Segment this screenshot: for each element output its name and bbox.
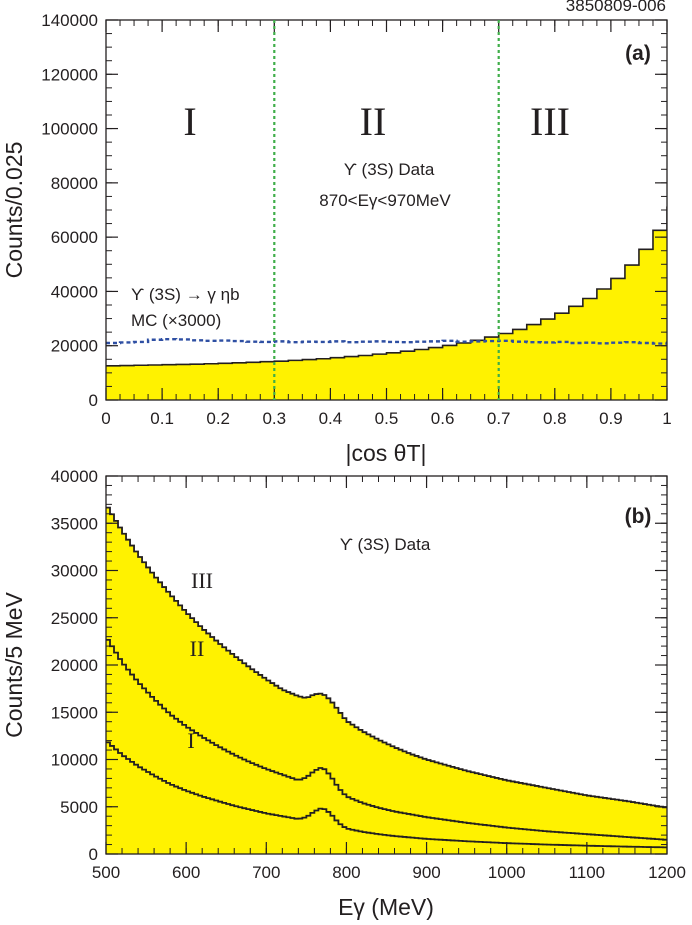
x-tick-label: 900 [412, 863, 440, 882]
panel-b-label: (b) [625, 505, 652, 528]
figure-id: 3850809-006 [566, 0, 666, 15]
x-tick-label: 0.4 [319, 409, 343, 428]
curve-label-ii: II [190, 636, 205, 661]
panel-a: 0 0.1 0.2 0.3 0.4 0.5 0.6 0.7 0.8 0.9 1 0 20000 40000… [1, 11, 672, 466]
panel-a-ticks: 0 0.1 0.2 0.3 0.4 0.5 0.6 0.7 0.8 0.9 1 0 20000 40000… [41, 11, 671, 428]
x-tick-label: 1100 [569, 863, 606, 882]
y-tick-label: 35000 [51, 514, 98, 533]
y-tick-label: 0 [89, 391, 98, 410]
x-tick-label: 0.9 [599, 409, 623, 428]
panel-a-cut-annotation: 870<Eγ<970MeV [319, 191, 451, 210]
x-tick-label: 0.3 [262, 409, 286, 428]
panel-b-histogram-ii [106, 638, 667, 841]
region-label-iii: III [530, 99, 570, 144]
panel-b-plot-area [106, 506, 667, 854]
mc-label-line2: MC (×3000) [131, 311, 221, 330]
region-label-ii: II [360, 99, 387, 144]
y-tick-label: 140000 [41, 11, 98, 30]
y-tick-label: 100000 [41, 120, 98, 139]
x-tick-label: 0.5 [375, 409, 399, 428]
y-tick-label: 10000 [51, 751, 98, 770]
x-tick-label: 0.2 [206, 409, 230, 428]
y-tick-label: 120000 [41, 65, 98, 84]
panel-a-xlabel: |cos θT| [346, 440, 427, 466]
panel-b-ticks: 500 600 700 800 900 1000 1100 1200 0 5000 10000 150… [51, 467, 686, 882]
panel-a-ylabel: Counts/0.025 [1, 142, 27, 279]
panel-a-label: (a) [625, 42, 651, 65]
y-tick-label: 30000 [51, 562, 98, 581]
y-tick-label: 80000 [51, 174, 98, 193]
x-tick-label: 0.8 [543, 409, 567, 428]
x-tick-label: 1000 [488, 863, 526, 882]
y-tick-label: 40000 [51, 282, 98, 301]
x-tick-label: 500 [92, 863, 120, 882]
x-tick-label: 1200 [648, 863, 686, 882]
y-tick-label: 5000 [60, 798, 98, 817]
y-tick-label: 20000 [51, 656, 98, 675]
panel-a-data-histogram [106, 206, 667, 367]
panel-b-ylabel: Counts/5 MeV [1, 591, 27, 737]
y-tick-label: 20000 [51, 337, 98, 356]
x-tick-label: 0 [101, 409, 110, 428]
x-tick-label: 700 [252, 863, 280, 882]
panel-a-mc-histogram [106, 338, 667, 345]
y-tick-label: 60000 [51, 228, 98, 247]
y-tick-label: 15000 [51, 703, 98, 722]
x-tick-label: 600 [172, 863, 200, 882]
panel-b-xlabel: Eγ (MeV) [338, 894, 434, 920]
panel-b-histogram-i [106, 741, 667, 849]
x-tick-label: 800 [332, 863, 360, 882]
x-tick-label: 1 [662, 409, 671, 428]
panel-a-plot-area [106, 206, 667, 400]
y-tick-label: 0 [89, 845, 98, 864]
x-tick-label: 0.7 [487, 409, 511, 428]
x-tick-label: 0.6 [431, 409, 455, 428]
panel-a-data-annotation: ϒ (3S) Data [344, 160, 435, 179]
panel-a-data-fill [106, 207, 667, 400]
panel-b-histogram-iii [106, 506, 667, 809]
curve-label-i: I [187, 728, 194, 753]
mc-label-line1: ϒ (3S) → γ ηb [131, 285, 240, 304]
panel-b: 500 600 700 800 900 1000 1100 1200 0 5000 10000 150… [1, 467, 686, 920]
y-tick-label: 25000 [51, 609, 98, 628]
x-tick-label: 0.1 [150, 409, 174, 428]
panel-b-region-iii-fill [106, 507, 667, 854]
panel-b-data-annotation: ϒ (3S) Data [340, 535, 431, 554]
y-tick-label: 40000 [51, 467, 98, 486]
region-label-i: I [183, 99, 196, 144]
curve-label-iii: III [191, 568, 213, 593]
